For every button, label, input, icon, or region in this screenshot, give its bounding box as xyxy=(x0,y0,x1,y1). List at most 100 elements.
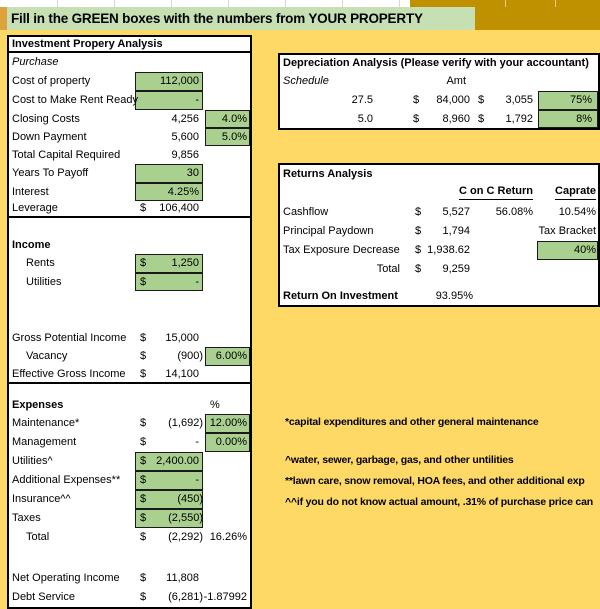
label-rents: Rents xyxy=(26,257,55,269)
schedule-header: Schedule xyxy=(283,75,329,87)
input-cell-depreciation-pct-27-5[interactable] xyxy=(538,91,598,110)
dollar-sign: $ xyxy=(140,572,147,584)
value-management: - xyxy=(195,436,199,448)
returns-row-total: Total $9,259 xyxy=(280,260,598,279)
label-total: Total xyxy=(376,263,400,275)
input-cell-taxes[interactable] xyxy=(135,509,203,528)
depreciation-panel: Depreciation Analysis (Please verify wit… xyxy=(278,53,600,130)
coc-return-header: C on C Return xyxy=(459,184,533,200)
label-closing-costs: Closing Costs xyxy=(12,113,80,125)
label-tax-exposure-decrease: Tax Exposure Decrease xyxy=(283,244,400,256)
gridline xyxy=(399,0,400,7)
label-debt-service: Debt Service xyxy=(12,591,75,603)
depreciation-row-5-0: 5.0 $8,960 $1,792 8% xyxy=(280,110,598,128)
label-total-capital-required: Total Capital Required xyxy=(12,149,121,161)
returns-row-principal-paydown: Principal Paydown $1,794 Tax Bracket xyxy=(280,222,598,241)
schedule-value: 27.5 xyxy=(351,94,373,106)
pct-value: 75% xyxy=(569,94,592,106)
pct-down-payment: 5.0% xyxy=(221,131,247,143)
gridline xyxy=(171,0,172,7)
input-cell-closing-costs-pct[interactable] xyxy=(205,110,250,128)
dollar-sign: $ xyxy=(140,591,147,603)
input-cell-maintenance-pct[interactable] xyxy=(205,414,250,433)
amount-total: 9,259 xyxy=(442,263,470,275)
label-cashflow: Cashflow xyxy=(283,206,329,218)
row-gross-potential-income: Gross Potential Income $15,000 xyxy=(9,329,250,347)
input-cell-interest[interactable] xyxy=(135,183,203,201)
footnote-2: ^water, sewer, garbage, gas, and other u… xyxy=(285,454,514,466)
label-additional-expenses: Additional Expenses** xyxy=(12,474,121,486)
input-cell-tax-bracket[interactable] xyxy=(537,241,598,260)
label-interest: Interest xyxy=(12,186,49,198)
schedule-value: 5.0 xyxy=(357,113,373,125)
input-cell-years-to-payoff[interactable] xyxy=(135,164,203,183)
label-total: Total xyxy=(26,531,50,543)
spacer-row xyxy=(9,291,250,329)
row-debt-service: Debt Service $ (6,281) -1.87992 xyxy=(9,588,250,607)
value-vacancy: (900) xyxy=(177,350,203,362)
dollar-sign: $ xyxy=(140,257,147,269)
row-vacancy: Vacancy $ (900) 6.00% xyxy=(9,347,250,366)
banner: Fill in the GREEN boxes with the numbers… xyxy=(7,7,475,30)
input-cell-depreciation-pct-5-0[interactable] xyxy=(538,110,598,128)
row-closing-costs: Closing Costs 4,256 4.0% xyxy=(9,110,250,128)
value-effective-gross-income: 14,100 xyxy=(165,368,199,380)
pct-debt-service: -1.87992 xyxy=(203,591,247,603)
value-leverage: 106,400 xyxy=(159,202,199,214)
row-income: Income xyxy=(9,236,250,254)
gridline xyxy=(342,0,343,7)
dollar-sign: $ xyxy=(140,493,147,505)
dollar-sign: $ xyxy=(415,244,422,256)
value-closing-costs: 4,256 xyxy=(171,113,199,125)
dollar-sign: $ xyxy=(415,225,422,237)
spacer-row xyxy=(9,384,250,396)
gridline xyxy=(114,0,115,7)
depreciation-title: Depreciation Analysis (Please verify wit… xyxy=(283,57,589,69)
dollar-sign: $ xyxy=(140,276,147,288)
pct-management: 0.00% xyxy=(215,436,247,448)
input-cell-utilities[interactable] xyxy=(135,273,203,291)
gridline xyxy=(285,0,286,7)
gold-accent-strip xyxy=(410,0,600,7)
input-cell-insurance[interactable] xyxy=(135,490,203,509)
roi-label: Return On Investment xyxy=(283,290,398,302)
label-purchase: Purchase xyxy=(12,56,59,68)
label-cost-of-property: Cost of property xyxy=(12,75,91,87)
input-cell-additional-expenses[interactable] xyxy=(135,471,203,490)
value-debt-service: (6,281) xyxy=(168,591,203,603)
spacer-row xyxy=(9,547,250,569)
input-cell-cost-to-make-rent-ready[interactable] xyxy=(135,91,203,110)
row-down-payment: Down Payment 5,600 5.0% xyxy=(9,128,250,146)
row-rents: Rents $1,250 xyxy=(9,254,250,273)
input-cell-vacancy-pct[interactable] xyxy=(205,347,250,366)
pct-closing-costs: 4.0% xyxy=(221,113,247,125)
input-cell-cost-of-property[interactable] xyxy=(135,72,203,91)
amount-annual: 1,792 xyxy=(505,113,533,125)
banner-text: Fill in the GREEN boxes with the numbers… xyxy=(11,11,423,26)
input-cell-rents[interactable] xyxy=(135,254,203,273)
dollar-sign: $ xyxy=(140,350,147,362)
pct-maintenance: 12.00% xyxy=(209,417,247,429)
input-cell-management-pct[interactable] xyxy=(205,433,250,452)
dollar-sign: $ xyxy=(140,436,147,448)
pct-column-header: % xyxy=(210,399,220,411)
label-utilities: Utilities xyxy=(26,276,62,288)
pct-total: 16.26% xyxy=(209,531,247,543)
amount-cashflow: 5,527 xyxy=(442,206,470,218)
row-leverage: Leverage $106,400 xyxy=(9,201,250,218)
value-down-payment: 5,600 xyxy=(171,131,199,143)
row-utilities: Utilities $ - xyxy=(9,273,250,291)
returns-panel: Returns Analysis C on C Return Caprate C… xyxy=(278,163,600,307)
roi-value: 93.95% xyxy=(435,290,473,302)
label-maintenance: Maintenance* xyxy=(12,417,80,429)
row-effective-gross-income: Effective Gross Income $14,100 xyxy=(9,366,250,384)
caprate-value: Tax Bracket xyxy=(538,225,596,237)
row-cost-to-make-rent-ready: Cost to Make Rent Ready - xyxy=(9,91,250,110)
input-cell-utilities[interactable] xyxy=(135,452,203,471)
caprate-value: 10.54% xyxy=(558,206,596,218)
input-cell-down-payment-pct[interactable] xyxy=(205,128,250,146)
label-effective-gross-income: Effective Gross Income xyxy=(12,368,126,380)
label-vacancy: Vacancy xyxy=(26,350,68,362)
value-gross-potential-income: 15,000 xyxy=(165,332,199,344)
value-total-capital-required: 9,856 xyxy=(171,149,199,161)
